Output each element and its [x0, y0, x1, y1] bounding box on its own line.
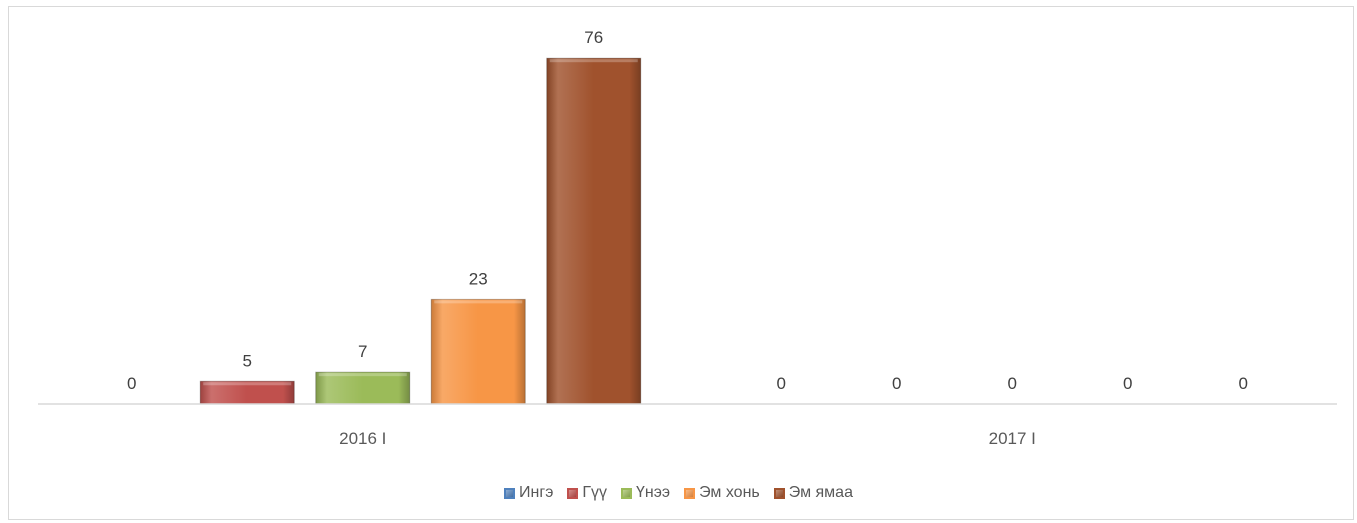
bar-bevel — [431, 299, 526, 404]
data-label: 0 — [1008, 374, 1017, 393]
legend: Ингэ Гүү Үнээ Эм хонь Эм ямаа — [0, 482, 1357, 504]
bar-bevel — [546, 58, 641, 404]
data-label: 0 — [892, 374, 901, 393]
x-tick-label: 2017 I — [989, 429, 1036, 448]
x-tick-label: 2016 I — [339, 429, 386, 448]
data-label: 0 — [777, 374, 786, 393]
data-label: 7 — [358, 342, 367, 361]
legend-label: Эм ямаа — [788, 484, 853, 501]
legend-swatch — [621, 487, 633, 499]
bar-highlight — [549, 59, 638, 63]
bar-bevel — [315, 372, 410, 404]
bar-highlight — [203, 382, 292, 386]
legend-item: Үнээ — [621, 484, 670, 502]
legend-item: Эм ямаа — [773, 484, 853, 502]
data-label: 76 — [584, 28, 603, 47]
data-label: 5 — [243, 351, 252, 370]
data-label: 0 — [1123, 374, 1132, 393]
legend-swatch — [567, 487, 579, 499]
legend-item: Гүү — [567, 484, 607, 502]
bar-highlight — [318, 373, 407, 377]
legend-swatch — [504, 487, 516, 499]
data-label: 0 — [1239, 374, 1248, 393]
data-label: 23 — [469, 269, 488, 288]
legend-swatch — [684, 487, 696, 499]
bar-bevel — [200, 381, 295, 404]
legend-swatch — [773, 487, 785, 499]
chart-frame — [8, 6, 1354, 520]
bar-highlight — [434, 300, 523, 304]
legend-label: Эм хонь — [699, 484, 760, 501]
legend-item: Ингэ — [504, 484, 553, 502]
legend-item: Эм хонь — [684, 484, 760, 502]
legend-label: Ингэ — [519, 484, 554, 501]
legend-label: Гүү — [582, 484, 608, 501]
data-label: 0 — [127, 374, 136, 393]
legend-label: Үнээ — [636, 484, 671, 501]
